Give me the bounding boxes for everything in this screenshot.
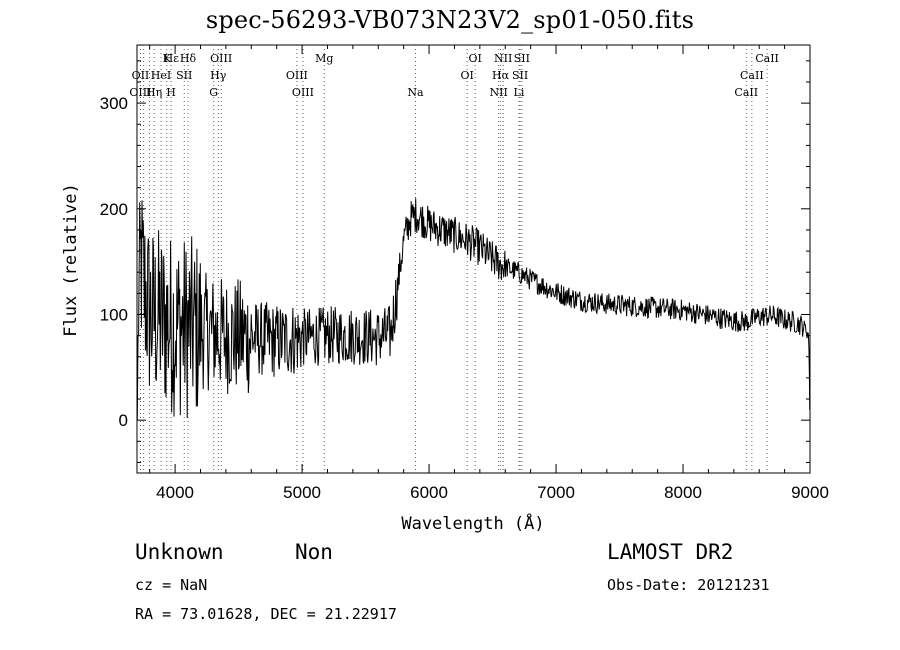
marker-label: G — [209, 86, 218, 99]
marker-label: Mg — [315, 52, 333, 65]
marker-label: OI — [468, 52, 481, 65]
marker-label: OIII — [292, 86, 314, 99]
x-tick-label: 6000 — [410, 483, 448, 502]
cz-value: cz = NaN — [135, 576, 208, 594]
marker-label: K — [163, 52, 172, 65]
marker-label: HeI — [151, 69, 171, 82]
marker-label: OIII — [286, 69, 308, 82]
marker-label: Hγ — [210, 69, 227, 82]
marker-label: Hδ — [180, 52, 197, 65]
marker-label: OIII — [210, 52, 232, 65]
y-tick-label: 0 — [119, 411, 128, 430]
marker-label: Hη — [146, 86, 162, 99]
obs-date: Obs-Date: 20121231 — [607, 576, 770, 594]
y-tick-label: 300 — [100, 94, 128, 113]
marker-label: Na — [407, 86, 424, 99]
marker-label: OI — [460, 69, 473, 82]
x-axis-label: Wavelength (Å) — [401, 512, 544, 534]
y-axis-label: Flux (relative) — [61, 183, 81, 337]
marker-label: Hε — [164, 52, 180, 65]
marker-label: H — [166, 86, 176, 99]
marker-label: OIII — [129, 86, 151, 99]
object-subclass: Non — [295, 540, 333, 564]
survey-name: LAMOST DR2 — [607, 540, 734, 564]
plot-frame — [136, 44, 811, 474]
y-tick-label: 100 — [100, 305, 128, 324]
marker-label: Li — [514, 86, 525, 99]
x-tick-label: 7000 — [537, 483, 575, 502]
marker-label: CaII — [734, 86, 758, 99]
marker-label: NII — [494, 52, 512, 65]
chart-title: spec-56293-VB073N23V2_sp01-050.fits — [205, 6, 695, 34]
y-tick-label: 200 — [100, 200, 128, 219]
marker-label: SII — [176, 69, 192, 82]
coordinates: RA = 73.01628, DEC = 21.22917 — [135, 605, 397, 623]
x-tick-label: 9000 — [791, 483, 829, 502]
marker-label: CaII — [755, 52, 779, 65]
spectrum-line — [136, 198, 811, 421]
marker-label: OII — [132, 69, 150, 82]
marker-label: CaII — [740, 69, 764, 82]
marker-label: SII — [512, 69, 528, 82]
x-tick-label: 4000 — [156, 483, 194, 502]
axis-ticks: 4000 5000 6000 7000 8000 9000 0 100 200 300 — [100, 45, 829, 502]
x-tick-label: 5000 — [283, 483, 321, 502]
marker-label: SII — [514, 52, 530, 65]
marker-label: NII — [489, 86, 507, 99]
x-tick-label: 8000 — [664, 483, 702, 502]
marker-label: Hα — [492, 69, 510, 82]
object-class: Unknown — [135, 540, 224, 564]
